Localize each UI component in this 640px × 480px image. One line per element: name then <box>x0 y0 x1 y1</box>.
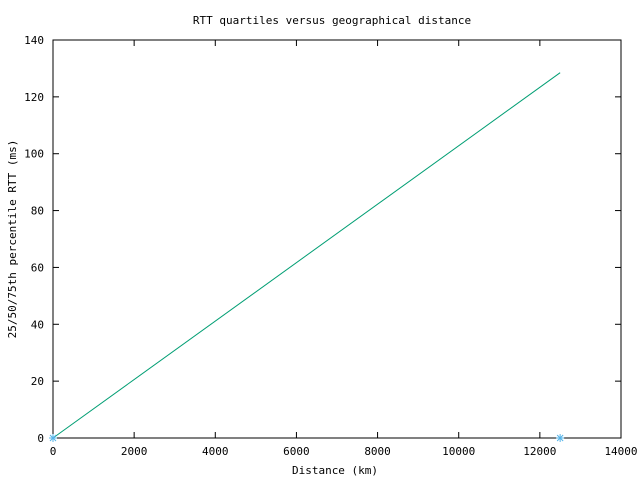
x-tick-label: 4000 <box>202 445 229 458</box>
y-tick-label: 140 <box>24 34 44 47</box>
y-tick-label: 100 <box>24 148 44 161</box>
y-tick-label: 0 <box>37 432 44 445</box>
y-tick-label: 40 <box>31 318 44 331</box>
plot-frame <box>52 39 622 439</box>
series-line-0 <box>52 72 561 439</box>
x-axis-label: Distance (km) <box>292 464 378 477</box>
asterisk-stroke <box>556 434 564 442</box>
y-axis-label: 25/50/75th percentile RTT (ms) <box>6 140 19 339</box>
y-tick-label: 60 <box>31 261 44 274</box>
x-tick-label: 2000 <box>121 445 148 458</box>
x-tick-label: 12000 <box>523 445 556 458</box>
y-tick-label: 80 <box>31 205 44 218</box>
y-tick-label: 20 <box>31 375 44 388</box>
chart-title: RTT quartiles versus geographical distan… <box>193 14 471 27</box>
asterisk-stroke <box>49 434 57 442</box>
x-tick-label: 10000 <box>442 445 475 458</box>
x-tick-label: 0 <box>50 445 57 458</box>
x-tick-label: 8000 <box>364 445 391 458</box>
data-point-asterisk <box>556 434 565 442</box>
y-tick-label: 120 <box>24 91 44 104</box>
x-tick-label: 14000 <box>604 445 637 458</box>
data-point-asterisk <box>49 434 57 442</box>
x-tick-label: 6000 <box>283 445 310 458</box>
